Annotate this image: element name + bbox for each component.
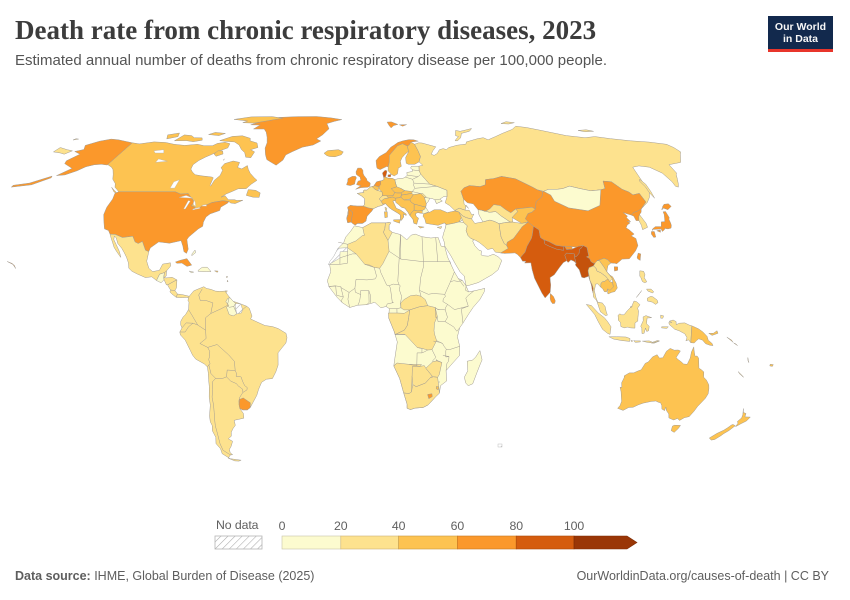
- svg-text:100: 100: [564, 519, 584, 533]
- svg-text:20: 20: [334, 519, 348, 533]
- svg-text:0: 0: [279, 519, 286, 533]
- svg-text:60: 60: [451, 519, 465, 533]
- svg-text:40: 40: [392, 519, 406, 533]
- svg-text:80: 80: [509, 519, 523, 533]
